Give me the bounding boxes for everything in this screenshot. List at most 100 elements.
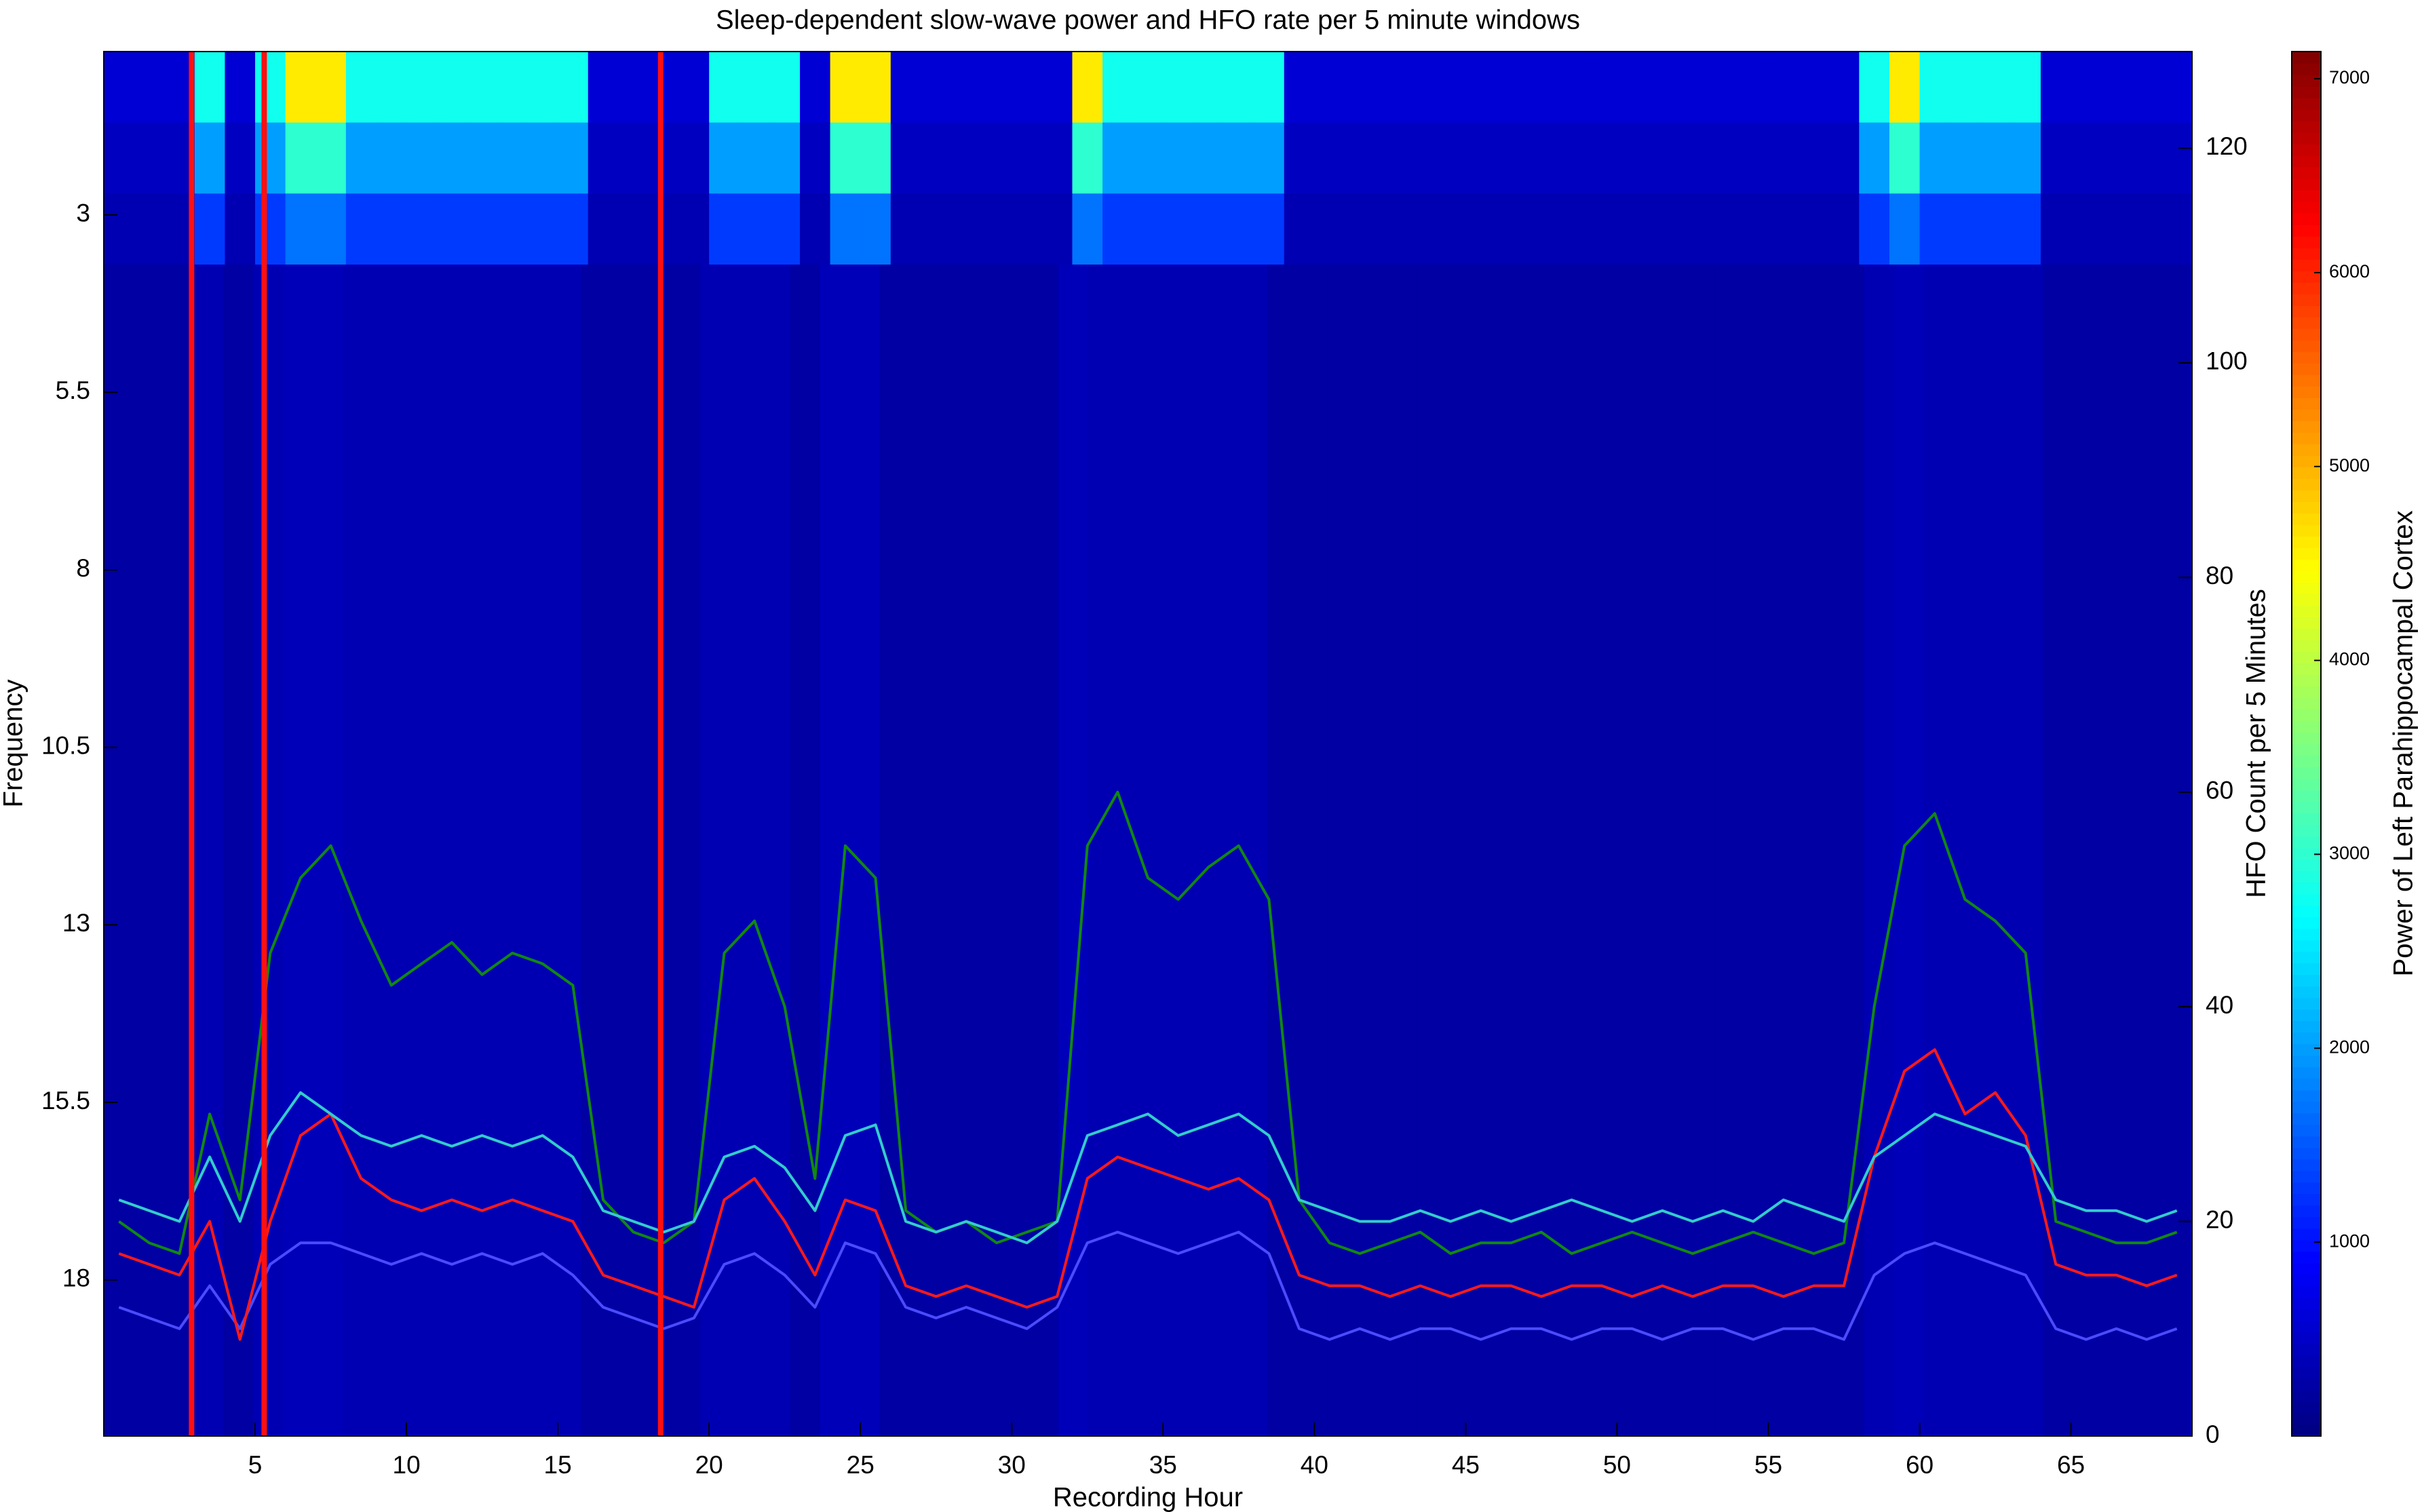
colorbar-segment xyxy=(2292,52,2321,64)
chart-title: Sleep-dependent slow-wave power and HFO … xyxy=(716,5,1580,35)
heat-cell xyxy=(376,193,407,265)
heat-cell xyxy=(1859,52,1890,123)
colorbar-segment xyxy=(2292,709,2321,722)
heat-cell xyxy=(1950,52,1981,123)
heat-cell xyxy=(1223,122,1254,194)
colorbar-segment xyxy=(2292,1378,2321,1391)
heat-cell xyxy=(1617,193,1648,265)
colorbar-segment xyxy=(2292,225,2321,237)
colorbar-segment xyxy=(2292,1297,2321,1310)
colorbar-segment xyxy=(2292,1309,2321,1321)
heat-cell xyxy=(1804,265,1834,1437)
heat-cell xyxy=(345,193,377,265)
colorbar-segment xyxy=(2292,547,2321,560)
heat-cell xyxy=(1405,193,1436,265)
heat-cell xyxy=(194,193,226,265)
heat-cell xyxy=(1072,193,1103,265)
colorbar-segment xyxy=(2292,1412,2321,1425)
colorbar-tick-label: 4000 xyxy=(2329,649,2370,670)
heat-cell xyxy=(1314,52,1345,123)
y2-tick-label: 0 xyxy=(2206,1420,2220,1448)
heat-cell xyxy=(315,122,347,194)
heat-cell xyxy=(1799,52,1830,123)
x-tick-label: 25 xyxy=(847,1451,874,1479)
colorbar-segment xyxy=(2292,813,2321,826)
colorbar-tick-label: 7000 xyxy=(2329,67,2370,88)
heat-cell xyxy=(648,52,680,123)
heat-cell xyxy=(436,52,467,123)
heat-cell xyxy=(1041,193,1073,265)
heat-cell xyxy=(618,193,649,265)
colorbar-segment xyxy=(2292,132,2321,144)
colorbar-label: Power of Left Parahippocampal Cortex xyxy=(2389,510,2419,976)
colorbar-segment xyxy=(2292,1343,2321,1356)
heat-cell xyxy=(1565,265,1596,1437)
heat-cell xyxy=(939,265,969,1437)
colorbar-segment xyxy=(2292,536,2321,548)
heat-cell xyxy=(1223,52,1254,123)
colorbar-segment xyxy=(2292,824,2321,837)
heat-cell xyxy=(1326,265,1358,1437)
colorbar-segment xyxy=(2292,1251,2321,1264)
heat-cell xyxy=(1102,193,1134,265)
heat-cell xyxy=(921,193,952,265)
colorbar-segment xyxy=(2292,778,2321,791)
colorbar-segment xyxy=(2292,997,2321,1010)
heat-cell xyxy=(1556,193,1588,265)
heatmap xyxy=(104,52,2193,1437)
x-tick-label: 5 xyxy=(248,1451,263,1479)
heat-cell xyxy=(1617,52,1648,123)
heat-cell xyxy=(1708,122,1739,194)
colorbar-segment xyxy=(2292,663,2321,676)
x-tick-label: 15 xyxy=(544,1451,572,1479)
colorbar-segment xyxy=(2292,1205,2321,1218)
colorbar-segment xyxy=(2292,248,2321,260)
heat-cell xyxy=(315,52,347,123)
heat-cell xyxy=(1102,122,1134,194)
colorbar-segment xyxy=(2292,467,2321,479)
heat-cell xyxy=(1375,52,1406,123)
heat-cell xyxy=(800,122,831,194)
y-tick-label: 8 xyxy=(76,554,90,582)
heat-cell xyxy=(1799,193,1830,265)
colorbar-segment xyxy=(2292,1170,2321,1183)
heat-cell xyxy=(1828,52,1860,123)
heat-cell xyxy=(800,193,831,265)
colorbar-segment xyxy=(2292,720,2321,733)
heat-cell xyxy=(790,265,820,1437)
colorbar-segment xyxy=(2292,305,2321,317)
x-tick-label: 20 xyxy=(695,1451,723,1479)
colorbar-segment xyxy=(2292,86,2321,98)
heat-cell xyxy=(1132,122,1164,194)
heat-cell xyxy=(1148,265,1178,1437)
colorbar-segment xyxy=(2292,755,2321,768)
heat-cell xyxy=(1677,122,1708,194)
heat-cell xyxy=(1314,193,1345,265)
heat-cell xyxy=(497,122,528,194)
colorbar-segment xyxy=(2292,144,2321,156)
heat-cell xyxy=(2162,265,2193,1437)
heat-cell xyxy=(2131,122,2162,194)
colorbar-segment xyxy=(2292,282,2321,294)
heat-cell xyxy=(2010,52,2041,123)
heat-cell xyxy=(1595,265,1626,1437)
heat-cell xyxy=(1465,122,1497,194)
heat-cell xyxy=(1828,193,1860,265)
x-tick-label: 30 xyxy=(998,1451,1026,1479)
heat-cell xyxy=(1983,265,2014,1437)
heat-cell xyxy=(1375,122,1406,194)
colorbar-segment xyxy=(2292,1239,2321,1252)
heat-cell xyxy=(1919,193,1950,265)
heat-cell xyxy=(255,122,286,194)
heat-cell xyxy=(1177,265,1208,1437)
heat-cell xyxy=(467,122,498,194)
heat-cell xyxy=(1102,52,1134,123)
y-axis-label: Frequency xyxy=(0,680,28,808)
heat-cell xyxy=(1465,52,1497,123)
heat-cell xyxy=(104,193,135,265)
heat-cell xyxy=(921,122,952,194)
colorbar-segment xyxy=(2292,1043,2321,1056)
heat-cell xyxy=(981,193,1012,265)
line-layer xyxy=(118,52,2178,1436)
heat-cell xyxy=(760,265,790,1437)
